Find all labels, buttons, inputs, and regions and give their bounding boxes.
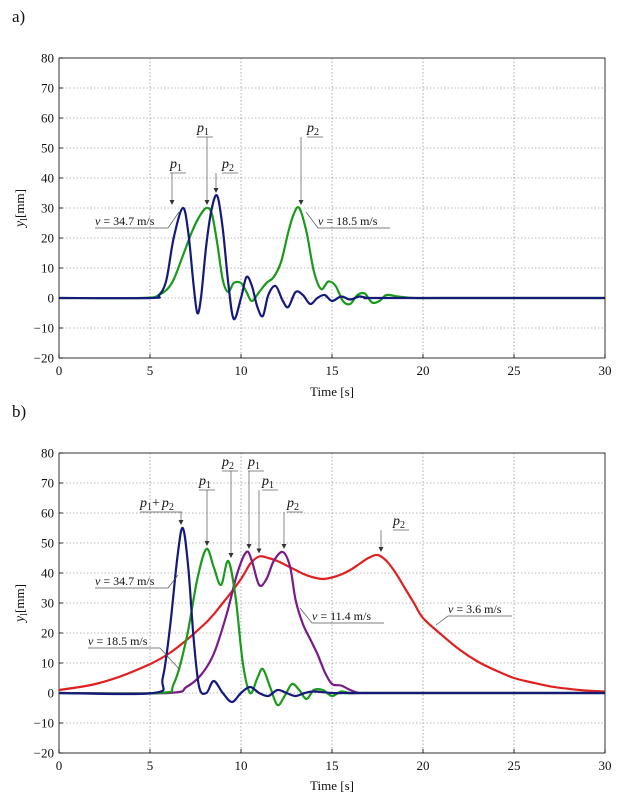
x-tick-label: 15 <box>326 758 339 773</box>
x-tick-label: 10 <box>235 758 248 773</box>
y-tick-label: −10 <box>34 321 54 336</box>
y-axis-unit-a: [mm] <box>12 189 27 218</box>
velocity-label: v = 18.5 m/s <box>318 214 378 228</box>
y-tick-label: 80 <box>41 446 54 461</box>
x-tick-label: 25 <box>508 363 521 378</box>
y-tick-label: 20 <box>41 626 54 641</box>
velocity-label: v = 3.6 m/s <box>448 602 502 616</box>
y-tick-label: 20 <box>41 231 54 246</box>
y-axis-unit-b: [mm] <box>12 584 27 613</box>
y-tick-label: −20 <box>34 351 54 366</box>
y-tick-label: 70 <box>41 476 54 491</box>
y-axis-label-b: yl[mm] <box>12 584 30 624</box>
y-tick-label: 0 <box>48 686 55 701</box>
x-tick-label: 10 <box>235 363 248 378</box>
y-tick-label: 50 <box>41 536 54 551</box>
x-axis-label-b: Time [s] <box>310 778 354 793</box>
panel-label-b: b) <box>12 402 26 421</box>
x-tick-label: 5 <box>147 363 154 378</box>
velocity-label: v = 34.7 m/s <box>95 574 155 588</box>
y-tick-label: 0 <box>48 291 55 306</box>
x-tick-label: 20 <box>417 363 430 378</box>
x-tick-label: 30 <box>599 363 612 378</box>
annotation: v = 18.5 m/s <box>306 212 390 228</box>
velocity-label: v = 34.7 m/s <box>95 214 155 228</box>
velocity-label: v = 11.4 m/s <box>312 609 371 623</box>
y-tick-label: 70 <box>41 81 54 96</box>
x-tick-label: 30 <box>599 758 612 773</box>
y-tick-label: 60 <box>41 506 54 521</box>
y-tick-label: 10 <box>41 261 54 276</box>
y-tick-label: 50 <box>41 141 54 156</box>
x-axis-label-a: Time [s] <box>310 384 354 399</box>
x-tick-label: 25 <box>508 758 521 773</box>
peak-label: p1+ p2 <box>139 496 174 513</box>
x-tick-label: 0 <box>56 758 63 773</box>
y-tick-label: 30 <box>41 596 54 611</box>
y-tick-label: 40 <box>41 171 54 186</box>
panel-label-a: a) <box>12 7 25 26</box>
velocity-label: v = 18.5 m/s <box>88 634 148 648</box>
y-tick-label: 60 <box>41 111 54 126</box>
x-tick-label: 5 <box>147 758 154 773</box>
y-axis-label-a: yl[mm] <box>12 189 30 229</box>
y-tick-label: 30 <box>41 201 54 216</box>
y-tick-label: −20 <box>34 746 54 761</box>
x-tick-label: 0 <box>56 363 63 378</box>
y-tick-label: 40 <box>41 566 54 581</box>
y-tick-label: 10 <box>41 656 54 671</box>
x-tick-label: 15 <box>326 363 339 378</box>
x-tick-label: 20 <box>417 758 430 773</box>
y-tick-label: 80 <box>41 51 54 66</box>
y-tick-label: −10 <box>34 716 54 731</box>
